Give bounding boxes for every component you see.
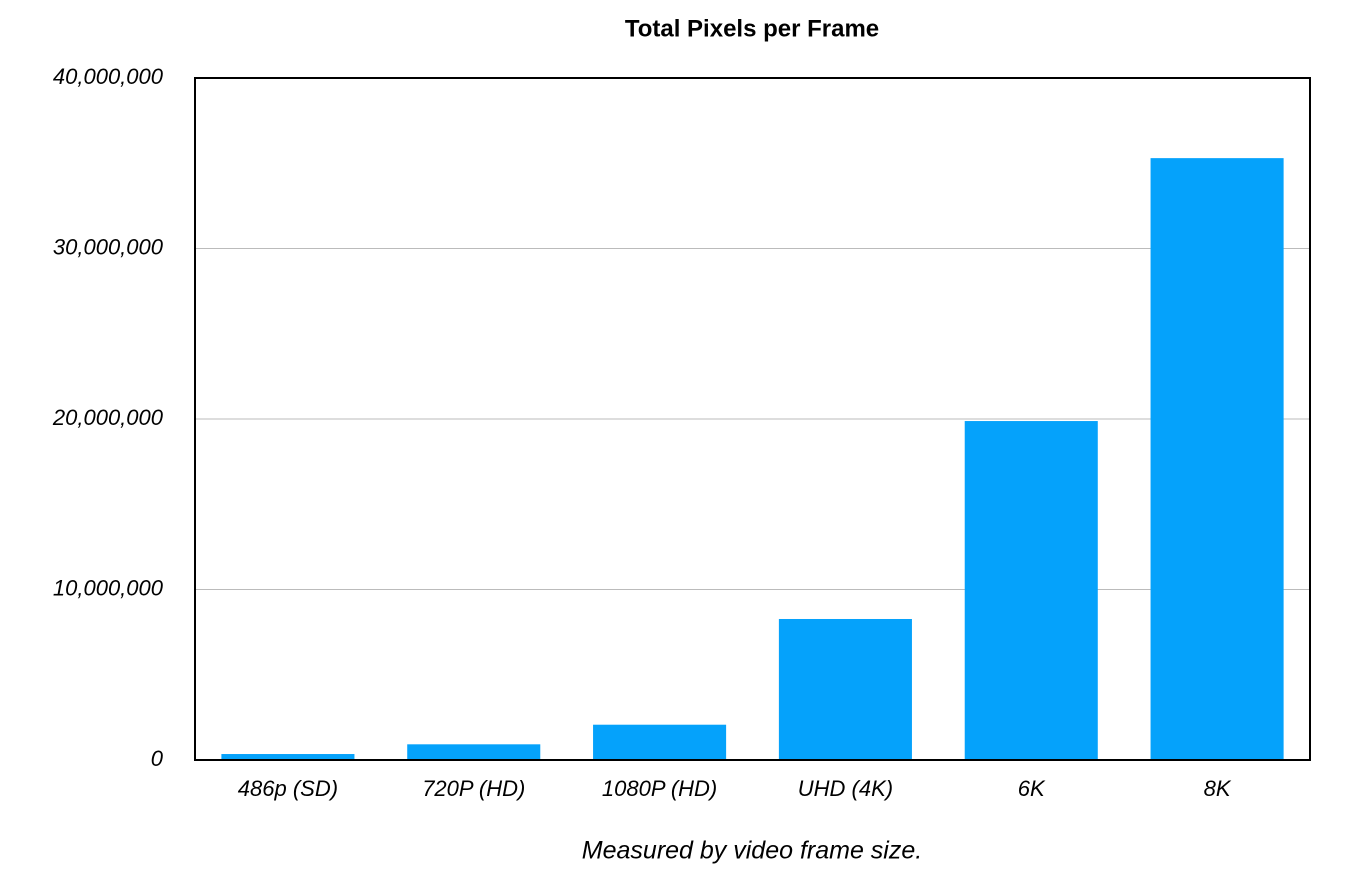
bar [593, 724, 727, 760]
bar [407, 744, 541, 760]
bar [964, 421, 1098, 760]
x-tick-label: 486p (SD) [238, 776, 338, 801]
x-axis-label: Measured by video frame size. [582, 837, 922, 865]
y-tick-label: 10,000,000 [53, 575, 164, 600]
bar [1150, 158, 1284, 760]
bar [221, 754, 355, 760]
x-tick-label: 8K [1204, 776, 1232, 801]
plot-frame [194, 77, 1311, 761]
bar [778, 618, 912, 760]
x-tick-label: 6K [1018, 776, 1046, 801]
chart-title: Total Pixels per Frame [625, 15, 879, 42]
y-tick-label: 30,000,000 [53, 234, 164, 259]
y-tick-label: 40,000,000 [53, 64, 164, 89]
x-tick-label: 1080P (HD) [602, 776, 717, 801]
x-tick-label: 720P (HD) [422, 776, 525, 801]
x-tick-label: UHD (4K) [798, 776, 893, 801]
y-tick-label: 0 [151, 746, 164, 771]
y-tick-label: 20,000,000 [52, 405, 164, 430]
